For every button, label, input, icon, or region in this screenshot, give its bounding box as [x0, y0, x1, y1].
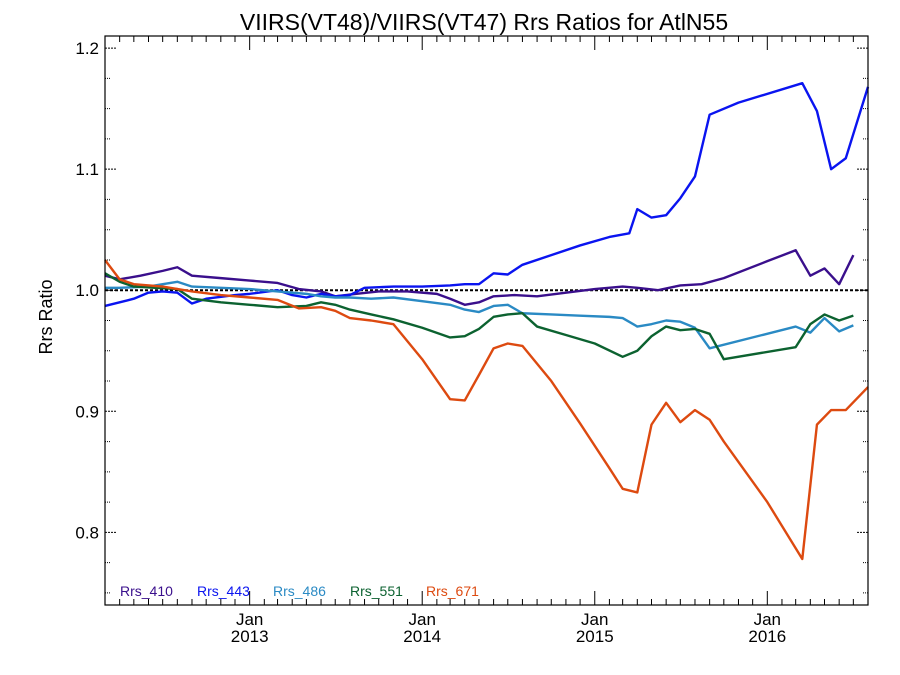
y-tick-label: 1.2	[75, 39, 99, 58]
x-tick-label-year: 2016	[748, 627, 786, 646]
series-line-rrs-671	[104, 259, 869, 561]
legend-entry-rrs-410: Rrs_410	[120, 583, 173, 599]
legend-entry-rrs-443: Rrs_443	[197, 583, 250, 599]
x-tick-label-month: Jan	[754, 610, 781, 629]
legend-entry-rrs-671: Rrs_671	[426, 583, 479, 599]
y-tick-label: 1.1	[75, 160, 99, 179]
x-tick-label-year: 2013	[231, 627, 269, 646]
series-line-rrs-486	[105, 280, 854, 350]
series-line-rrs-443	[104, 82, 870, 308]
y-tick-label: 0.8	[75, 523, 99, 542]
x-tick-label-year: 2014	[403, 627, 441, 646]
x-tick-label-year: 2015	[576, 627, 614, 646]
plot-area: 0.80.91.01.11.2Jan2013Jan2014Jan2015Jan2…	[75, 35, 870, 646]
x-tick-label-month: Jan	[408, 610, 435, 629]
series-line-rrs-551	[104, 272, 854, 361]
legend-entry-rrs-486: Rrs_486	[273, 583, 326, 599]
x-tick-label-month: Jan	[581, 610, 608, 629]
y-tick-label: 1.0	[75, 281, 99, 300]
plot-frame	[104, 35, 869, 606]
chart-title: VIIRS(VT48)/VIIRS(VT47) Rrs Ratios for A…	[240, 9, 728, 35]
series-line-rrs-410	[104, 249, 855, 306]
legend-entry-rrs-551: Rrs_551	[350, 583, 403, 599]
y-tick-label: 0.9	[75, 402, 99, 421]
y-axis-label: Rrs Ratio	[36, 279, 56, 354]
x-tick-label-month: Jan	[236, 610, 263, 629]
